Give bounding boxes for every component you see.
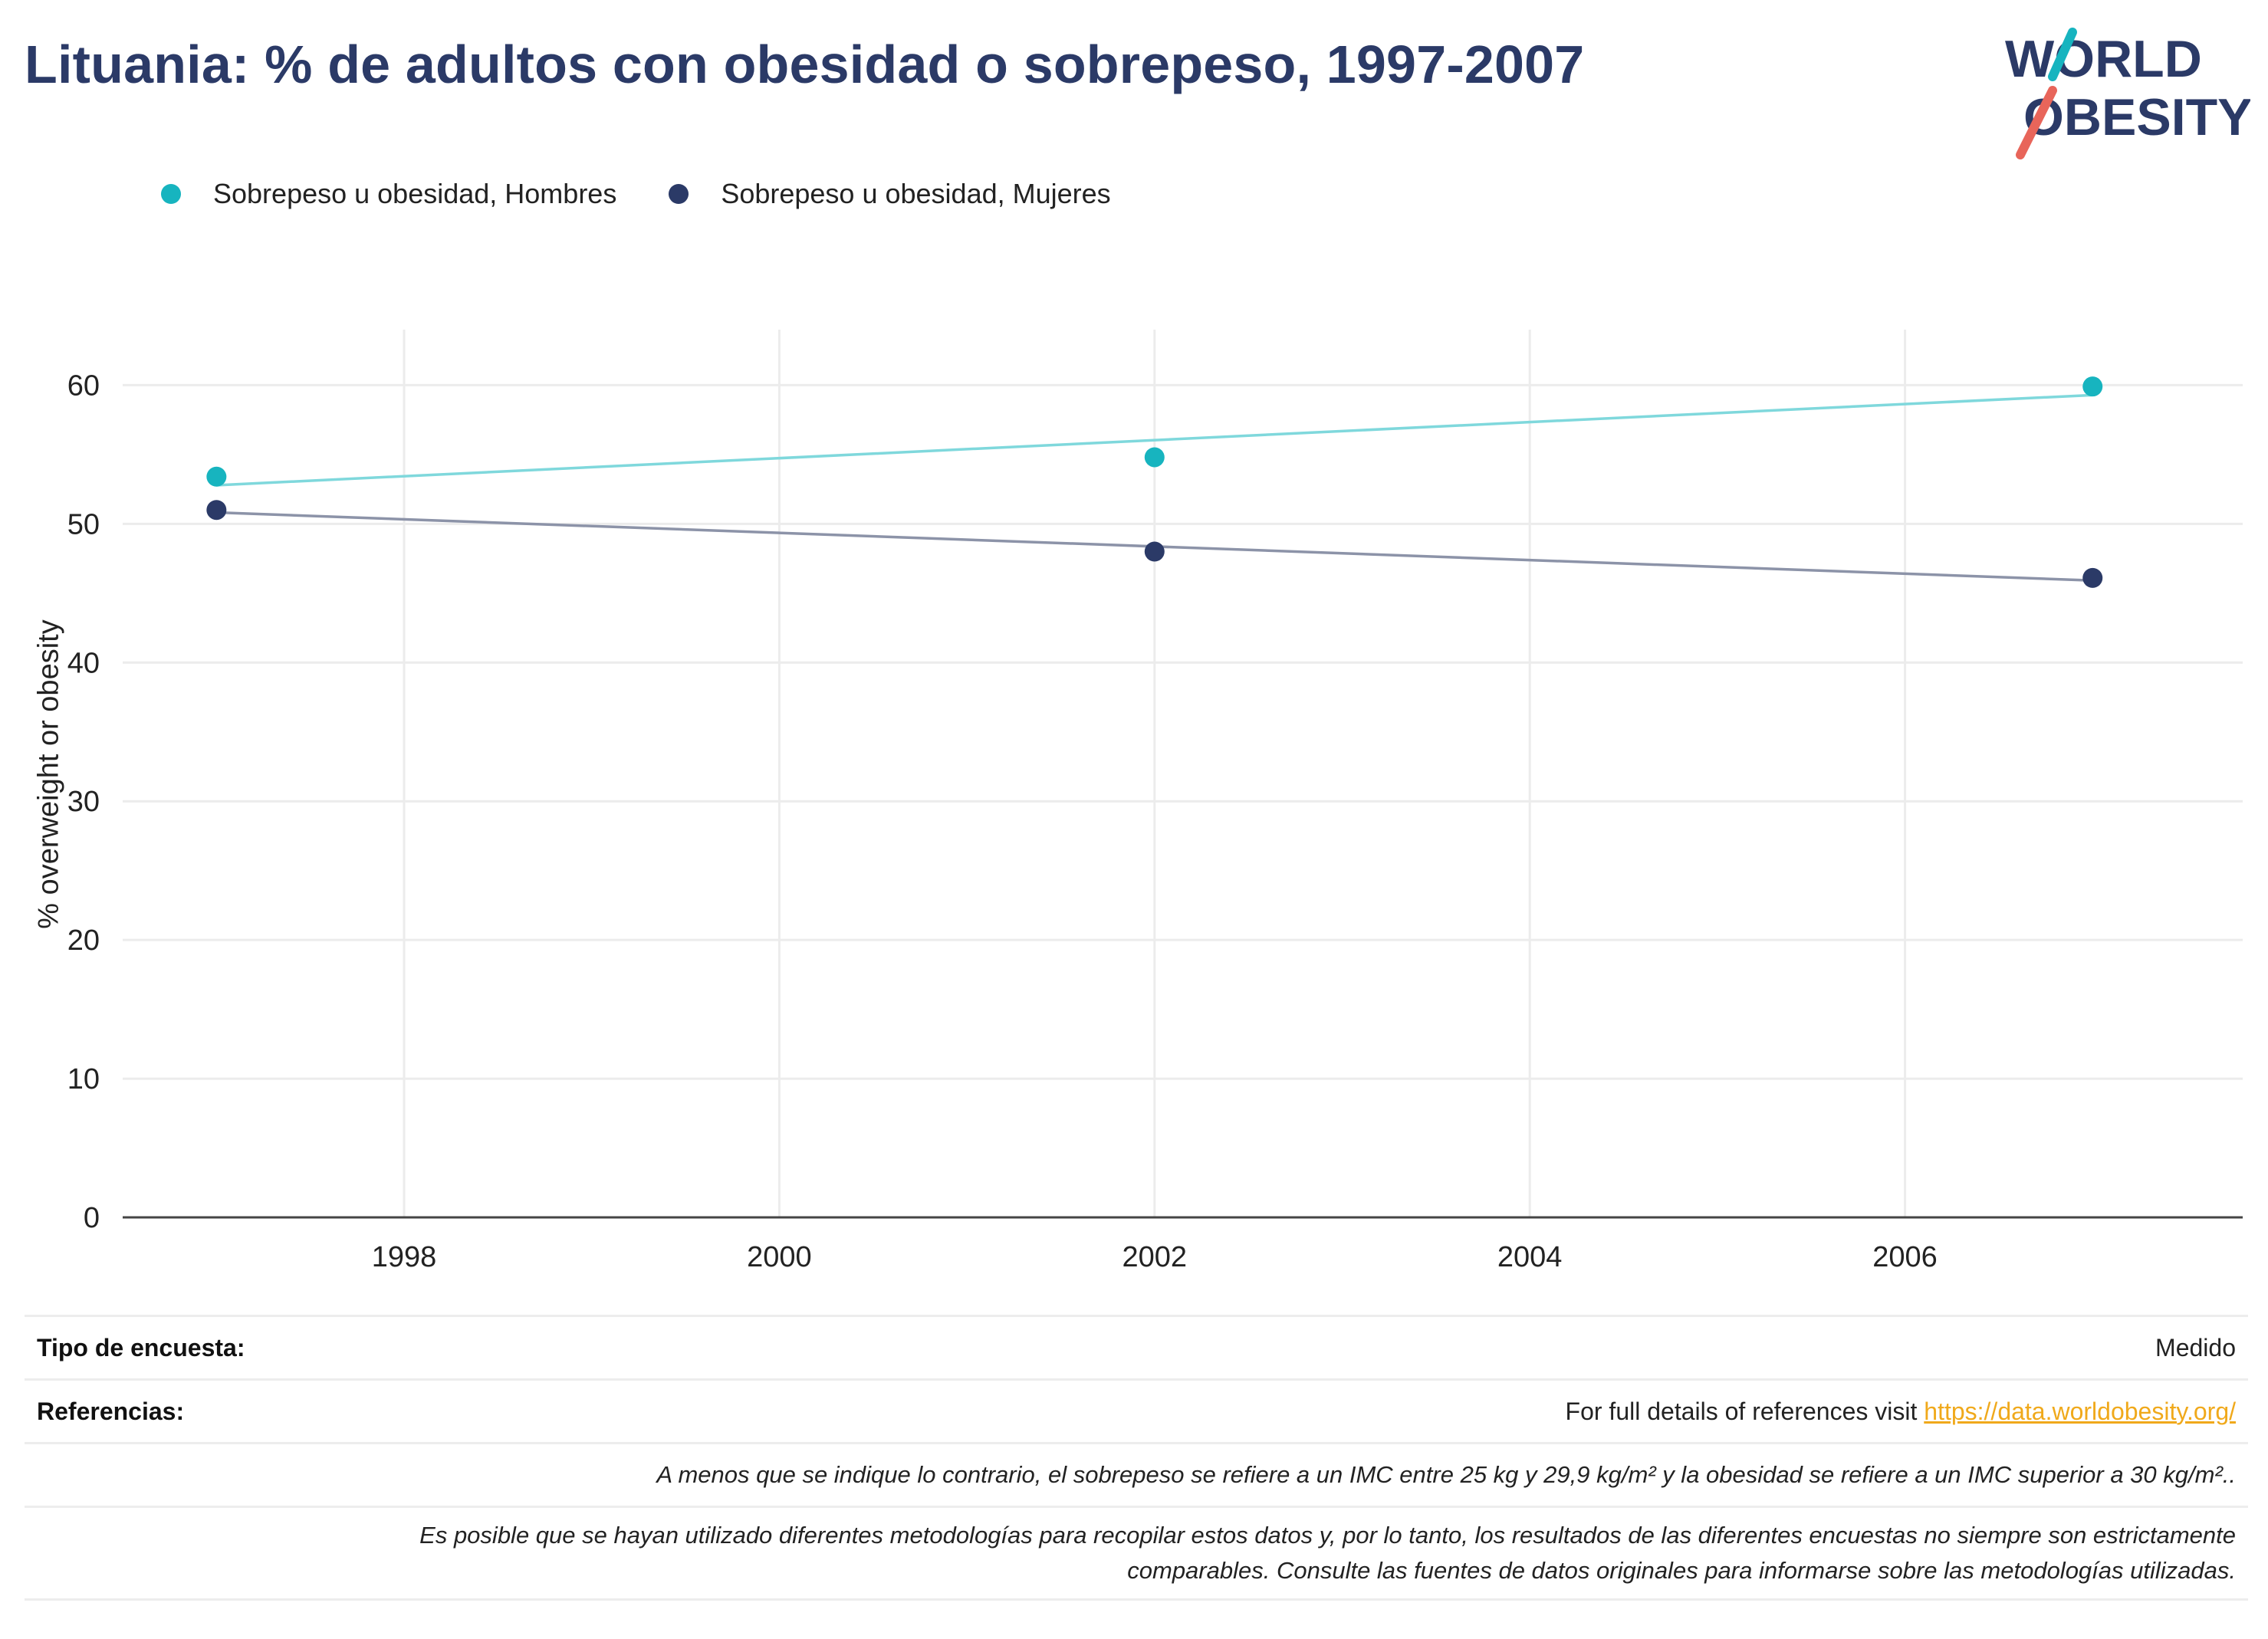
y-tick-label: 40 [67, 647, 100, 679]
y-tick-label: 20 [67, 925, 100, 957]
survey-type-label: Tipo de encuesta: [37, 1333, 245, 1361]
x-tick-label: 2004 [1497, 1241, 1563, 1273]
data-point-series-1 [1144, 541, 1165, 562]
x-tick-label: 2002 [1122, 1241, 1188, 1273]
world-obesity-logo: WORLD OBESITY [2005, 28, 2250, 159]
y-tick-label: 0 [84, 1202, 100, 1234]
data-point-series-0 [2082, 376, 2103, 397]
references-label: Referencias: [37, 1397, 185, 1425]
data-point-series-1 [2082, 567, 2103, 588]
data-point-series-1 [206, 500, 227, 521]
methods-note: Es posible que se hayan utilizado difere… [37, 1518, 2236, 1588]
survey-type-value: Medido [2155, 1333, 2236, 1361]
x-tick-label: 2006 [1872, 1241, 1938, 1273]
svg-text:WORLD: WORLD [2005, 30, 2202, 88]
references-text: For full details of references visit [1565, 1397, 1925, 1425]
x-tick-label: 2000 [747, 1241, 812, 1273]
trendline-series-0 [216, 393, 2093, 487]
info-table: Tipo de encuesta: Medido Referencias: Fo… [25, 1315, 2248, 1601]
page-title: Lituania: % de adultos con obesidad o so… [25, 34, 1585, 94]
bmi-note: A menos que se indique lo contrario, el … [656, 1461, 2236, 1488]
legend-label-men: Sobrepeso u obesidad, Hombres [213, 178, 617, 209]
methods-note-line-2: comparables. Consulte las fuentes de dat… [1127, 1557, 2236, 1584]
chart-legend: Sobrepeso u obesidad, Hombres Sobrepeso … [161, 172, 1163, 215]
legend-item-women[interactable]: Sobrepeso u obesidad, Mujeres [669, 178, 1111, 210]
references-value: For full details of references visit htt… [1566, 1398, 2236, 1426]
y-axis-title-text: % overweight or obesity [32, 619, 65, 929]
methods-note-row: Es posible que se hayan utilizado difere… [25, 1506, 2248, 1601]
bmi-note-row: A menos que se indique lo contrario, el … [25, 1442, 2248, 1506]
y-tick-label: 30 [67, 786, 100, 818]
y-tick-label: 50 [67, 508, 100, 540]
y-tick-label: 10 [67, 1063, 100, 1095]
svg-text:OBESITY: OBESITY [2023, 88, 2250, 146]
legend-marker-men [161, 184, 181, 204]
legend-marker-women [669, 184, 689, 204]
legend-label-women: Sobrepeso u obesidad, Mujeres [721, 178, 1111, 209]
survey-type-row: Tipo de encuesta: Medido [25, 1315, 2248, 1378]
references-link[interactable]: https://data.worldobesity.org/ [1924, 1397, 2236, 1425]
legend-item-men[interactable]: Sobrepeso u obesidad, Hombres [161, 178, 616, 210]
references-row: Referencias: For full details of referen… [25, 1378, 2248, 1442]
data-point-series-0 [206, 466, 227, 487]
line-chart: 1998 2000 2002 2004 2006 0 10 20 30 40 50 60 [67, 330, 2243, 1273]
methods-note-line-1: Es posible que se hayan utilizado difere… [419, 1522, 2236, 1549]
x-tick-label: 1998 [372, 1241, 437, 1273]
data-point-series-0 [1144, 447, 1165, 468]
y-tick-label: 60 [67, 370, 100, 402]
